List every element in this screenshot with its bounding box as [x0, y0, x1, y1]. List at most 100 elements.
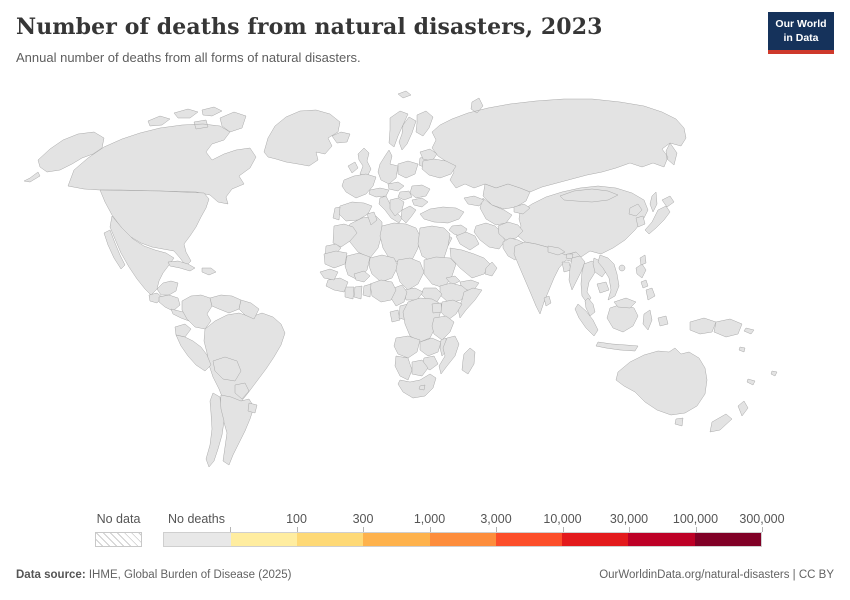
country-kyrgyzstan-tajikistan[interactable] — [513, 203, 531, 215]
country-mauritania[interactable] — [323, 250, 348, 269]
country-philippines[interactable] — [635, 263, 656, 301]
country-venezuela[interactable] — [209, 294, 242, 314]
country-central-african-republic[interactable] — [403, 287, 424, 301]
country-sweden[interactable] — [398, 116, 417, 151]
country-egypt[interactable] — [417, 225, 451, 263]
country-eritrea[interactable] — [445, 275, 461, 286]
country-norway[interactable] — [388, 110, 409, 148]
legend-bin-5[interactable] — [495, 533, 563, 546]
country-caucasus[interactable] — [463, 195, 485, 207]
country-ivory-coast[interactable] — [344, 286, 355, 300]
country-greenland[interactable] — [263, 109, 341, 167]
country-cuba[interactable] — [167, 260, 196, 272]
country-north-korea[interactable] — [628, 203, 643, 217]
country-morocco[interactable] — [332, 223, 358, 248]
country-nigeria[interactable] — [369, 279, 397, 303]
country-peru[interactable] — [175, 334, 212, 372]
country-lesotho[interactable] — [418, 384, 426, 391]
country-south-korea[interactable] — [635, 215, 646, 228]
country-madagascar[interactable] — [461, 347, 476, 375]
country-uruguay[interactable] — [247, 402, 258, 414]
country-ireland[interactable] — [347, 161, 359, 174]
country-niger[interactable] — [368, 254, 399, 283]
country-vietnam[interactable] — [597, 254, 620, 301]
country-tanzania[interactable] — [431, 315, 455, 341]
country-papua-new-guinea[interactable] — [713, 318, 755, 338]
country-iran[interactable] — [473, 222, 506, 250]
country-drc[interactable] — [402, 297, 442, 343]
country-hispaniola[interactable] — [201, 267, 217, 276]
country-paraguay[interactable] — [234, 382, 250, 400]
world-map[interactable] — [0, 88, 850, 512]
country-bolivia[interactable] — [212, 356, 242, 382]
country-belarus[interactable] — [419, 148, 438, 162]
country-solomon-islands[interactable] — [738, 346, 746, 353]
country-australia[interactable] — [615, 347, 708, 427]
country-benin-togo[interactable] — [362, 283, 372, 298]
country-iraq[interactable] — [455, 231, 480, 251]
country-south-africa[interactable] — [397, 373, 437, 399]
country-taiwan[interactable] — [639, 254, 647, 266]
country-new-zealand[interactable] — [709, 400, 749, 433]
country-mongolia[interactable] — [559, 188, 619, 203]
country-guinea[interactable] — [325, 277, 349, 293]
country-uganda[interactable] — [431, 302, 443, 314]
country-senegal[interactable] — [319, 268, 339, 281]
country-fiji[interactable] — [770, 370, 778, 377]
country-indonesia[interactable] — [574, 303, 717, 352]
legend-bin-6[interactable] — [562, 533, 629, 546]
country-poland[interactable] — [397, 160, 419, 179]
country-gabon[interactable] — [389, 309, 401, 323]
country-japan[interactable] — [644, 195, 675, 235]
country-sri-lanka[interactable] — [543, 295, 552, 307]
country-colombia[interactable] — [181, 294, 213, 330]
legend-bin-2[interactable] — [297, 533, 364, 546]
country-ukraine[interactable] — [421, 158, 457, 179]
country-new-caledonia[interactable] — [746, 378, 756, 386]
owid-logo[interactable]: Our World in Data — [768, 12, 834, 55]
country-turkey[interactable] — [419, 206, 465, 224]
legend-bin-4[interactable] — [429, 533, 496, 546]
legend-bin-no-deaths[interactable] — [164, 533, 231, 546]
country-saudi-arabia[interactable] — [449, 247, 491, 279]
country-nepal[interactable] — [547, 245, 566, 256]
country-czechia-slovakia[interactable] — [387, 181, 405, 192]
country-hungary[interactable] — [397, 190, 413, 201]
legend-bin-1[interactable] — [230, 533, 298, 546]
country-guyana-suriname[interactable] — [238, 299, 260, 320]
country-mozambique[interactable] — [438, 335, 460, 375]
country-portugal[interactable] — [332, 206, 341, 221]
country-france[interactable] — [341, 173, 377, 199]
country-romania[interactable] — [409, 184, 431, 199]
country-kazakhstan[interactable] — [482, 183, 531, 210]
legend-bin-7[interactable] — [628, 533, 695, 546]
country-chile[interactable] — [205, 392, 225, 468]
legend-no-data-swatch[interactable] — [95, 532, 142, 547]
country-switzerland-austria[interactable] — [368, 187, 390, 198]
owid-credit-link[interactable]: OurWorldinData.org/natural-disasters | C… — [599, 569, 834, 581]
country-oman[interactable] — [484, 261, 498, 277]
country-chad[interactable] — [395, 257, 425, 291]
country-afghanistan[interactable] — [497, 221, 524, 241]
country-svalbard[interactable] — [397, 90, 412, 99]
country-tunisia[interactable] — [366, 211, 378, 226]
country-hong-kong[interactable] — [618, 264, 626, 272]
country-mexico[interactable] — [103, 215, 179, 296]
country-botswana[interactable] — [411, 359, 429, 377]
country-honduras-nicaragua[interactable] — [158, 294, 181, 312]
country-myanmar[interactable] — [568, 255, 586, 291]
country-canada[interactable] — [67, 106, 257, 205]
country-bulgaria[interactable] — [411, 197, 429, 208]
country-russia[interactable] — [431, 97, 687, 213]
country-finland[interactable] — [415, 110, 434, 137]
country-iceland[interactable] — [331, 131, 351, 144]
country-uk[interactable] — [357, 147, 372, 178]
country-malaysia[interactable] — [584, 297, 637, 317]
country-angola[interactable] — [393, 335, 421, 359]
country-ecuador[interactable] — [174, 323, 192, 338]
country-ghana[interactable] — [353, 285, 363, 300]
country-argentina[interactable] — [219, 394, 255, 466]
legend-bin-3[interactable] — [363, 533, 430, 546]
country-libya[interactable] — [379, 222, 421, 264]
legend-bin-8[interactable] — [694, 533, 762, 546]
